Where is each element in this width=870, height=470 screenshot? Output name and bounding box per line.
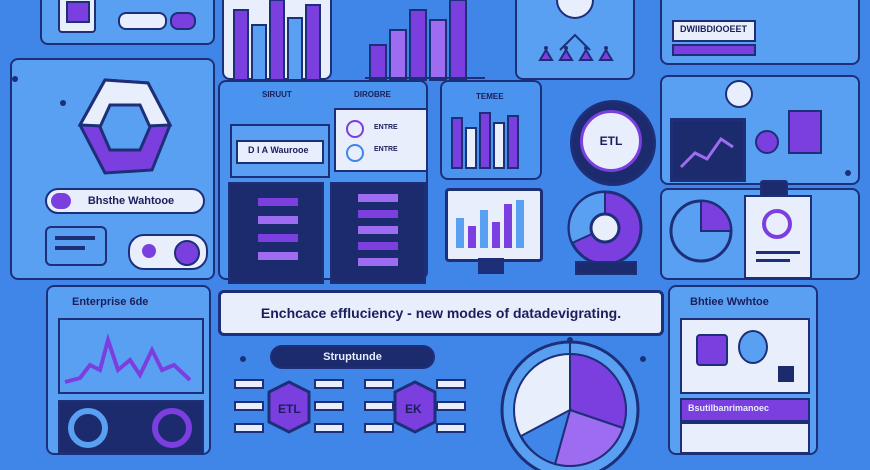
globe-database-icon xyxy=(567,190,643,275)
server-card: D I A Waurooe xyxy=(230,124,330,178)
hexagon-etl-2 xyxy=(393,380,437,434)
decor-dot xyxy=(845,170,851,176)
network-diagram xyxy=(538,0,614,61)
bottom-right-header: Bhtiee Wwhtoe xyxy=(690,296,769,308)
headline-banner: Enchcace effluciency - new modes of data… xyxy=(218,290,664,336)
top-right-bar xyxy=(672,44,756,56)
monitor-stand xyxy=(478,258,504,274)
panel-bar-chart xyxy=(451,112,519,169)
bar xyxy=(269,0,285,81)
hexagon-etl-1 xyxy=(267,380,311,434)
right-doc-card xyxy=(788,110,822,154)
bottom-left-chart-frame xyxy=(58,318,204,394)
server-rack-1 xyxy=(228,182,324,284)
chart-panel-header: TEMEE xyxy=(476,92,504,101)
gauge-right xyxy=(152,408,192,448)
bar xyxy=(233,9,249,81)
hex-etl-label-1: ETL xyxy=(278,402,301,416)
toggle-switch-2[interactable] xyxy=(170,12,196,30)
top-right-tag: DWIIBDIOOEET xyxy=(672,20,756,42)
bottom-left-header: Enterprise 6de xyxy=(72,296,149,308)
big-pie-chart xyxy=(500,337,640,470)
decor-dot xyxy=(12,76,18,82)
monitor-bar-chart xyxy=(456,200,524,248)
top-bar-chart xyxy=(233,0,321,81)
right-monitor xyxy=(670,118,746,182)
bottom-right-footer: Bsutilbanrimanoec xyxy=(680,398,810,422)
clipboard-card xyxy=(744,195,812,279)
etl-flow-diagram xyxy=(234,379,466,434)
gauge-panel xyxy=(58,400,204,454)
doc-card: ENTRE ENTRE xyxy=(334,108,428,172)
bar xyxy=(287,17,303,81)
left-badge[interactable]: Bhsthe Wahtooe xyxy=(45,188,205,214)
tablet-icon xyxy=(58,0,96,33)
gauge-left xyxy=(68,408,108,448)
decor-dot xyxy=(60,100,66,106)
middle-left-header: SIRUUT xyxy=(262,90,292,99)
right-ring-node-2[interactable] xyxy=(755,130,779,154)
decor-dot xyxy=(240,356,246,362)
top-bar-chart-2 xyxy=(365,0,485,81)
middle-right-header: DIROBRE xyxy=(354,90,391,99)
toggle-switch-1[interactable] xyxy=(118,12,167,30)
headline-text: Enchcace effluciency - new modes of data… xyxy=(260,305,622,321)
bar xyxy=(305,4,321,81)
chat-bubble-icon xyxy=(45,226,107,266)
bottom-right-doc xyxy=(680,422,810,454)
bulb-icon xyxy=(738,330,768,364)
bottom-right-card xyxy=(680,318,810,394)
hex-etl-label-2: EK xyxy=(405,402,422,416)
bar xyxy=(251,24,267,81)
bottom-pill[interactable]: Struptunde xyxy=(270,345,435,369)
puzzle-icon xyxy=(696,334,728,366)
media-controls[interactable] xyxy=(128,234,208,270)
hexagon-ring-icon xyxy=(77,78,173,175)
right-ring-node[interactable] xyxy=(725,80,753,108)
etl-circle: ETL xyxy=(580,110,642,172)
decor-dot xyxy=(640,356,646,362)
right-pie-icon xyxy=(669,199,733,263)
server-rack-2 xyxy=(330,182,426,284)
